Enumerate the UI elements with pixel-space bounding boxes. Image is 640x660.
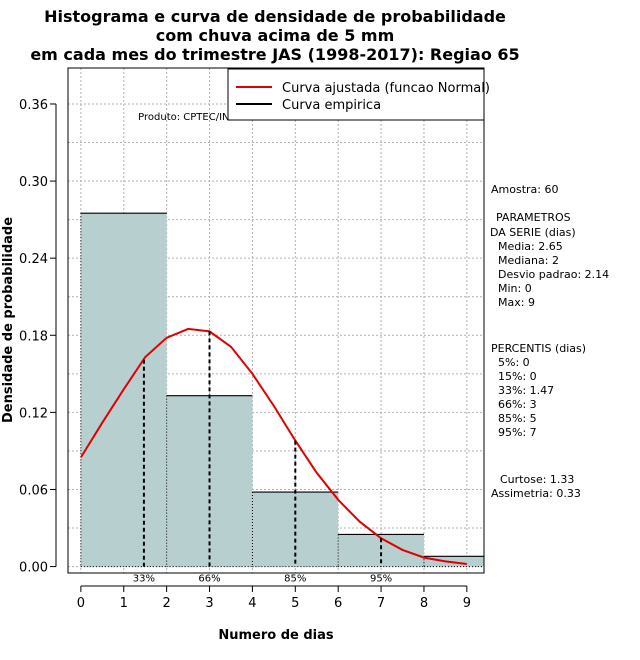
percentile-label-33: 33% xyxy=(133,574,155,585)
sample-size: Amostra: 60 xyxy=(491,183,558,196)
y-tick-label-6: 0.36 xyxy=(19,98,48,113)
x-tick-label-7: 7 xyxy=(377,596,385,611)
stat-max: Max: 9 xyxy=(498,296,535,309)
x-tick-label-6: 6 xyxy=(334,596,342,611)
params-title-1: PARAMETROS xyxy=(496,211,571,224)
stat-desvio: Desvio padrao: 2.14 xyxy=(498,268,609,281)
fitted-normal-curve xyxy=(80,327,467,565)
legend-box xyxy=(227,68,485,121)
x-tick-label-0: 0 xyxy=(77,596,85,611)
percentile-label-66: 66% xyxy=(198,574,220,585)
x-tick-label-8: 8 xyxy=(420,596,428,611)
fitted-curve xyxy=(80,327,467,565)
title-line-2: com chuva acima de 5 mm xyxy=(156,26,395,45)
legend-label-empirical: Curva empirica xyxy=(282,98,381,113)
pct-33: 33%: 1.47 xyxy=(498,384,554,397)
legend: Curva ajustada (funcao Normal) Curva emp… xyxy=(227,68,490,121)
x-axis: 0 1 2 3 4 5 6 7 8 9 xyxy=(77,585,471,611)
pct-85: 85%: 5 xyxy=(498,412,537,425)
source-note: Produto: CPTEC/INPE xyxy=(138,112,242,123)
percentile-markers: 33% 66% 85% 95% xyxy=(133,331,392,585)
pct-95: 95%: 7 xyxy=(498,426,537,439)
x-axis-label: Numero de dias xyxy=(218,628,334,643)
chart-title: Histograma e curva de densidade de proba… xyxy=(30,7,519,64)
stats-panel: Amostra: 60 PARAMETROS DA SERIE (dias) M… xyxy=(490,183,609,500)
pct-66: 66%: 3 xyxy=(498,398,537,411)
stat-curtose: Curtose: 1.33 xyxy=(500,473,574,486)
y-tick-label-0: 0.00 xyxy=(19,561,48,576)
y-tick-label-2: 0.12 xyxy=(19,406,48,421)
y-tick-label-4: 0.24 xyxy=(19,252,48,267)
pct-15: 15%: 0 xyxy=(498,370,537,383)
y-axis: 0.00 0.06 0.12 0.18 0.24 0.30 0.36 xyxy=(19,98,57,576)
y-tick-label-1: 0.06 xyxy=(19,483,48,498)
stat-assimetria: Assimetria: 0.33 xyxy=(491,487,581,500)
stat-media: Media: 2.65 xyxy=(498,240,563,253)
legend-label-fitted: Curva ajustada (funcao Normal) xyxy=(282,81,490,96)
x-tick-label-1: 1 xyxy=(120,596,128,611)
y-tick-label-3: 0.18 xyxy=(19,329,48,344)
x-tick-label-9: 9 xyxy=(463,596,471,611)
y-axis-label: Densidade de probabilidade xyxy=(1,217,16,423)
title-line-1: Histograma e curva de densidade de proba… xyxy=(44,7,506,26)
title-line-3: em cada mes do trimestre JAS (1998-2017)… xyxy=(30,45,519,64)
percentile-label-85: 85% xyxy=(284,574,306,585)
percentiles-title: PERCENTIS (dias) xyxy=(491,342,586,355)
y-tick-label-5: 0.30 xyxy=(19,175,48,190)
x-tick-label-2: 2 xyxy=(162,596,170,611)
plot-frame xyxy=(67,67,485,574)
x-tick-label-5: 5 xyxy=(291,596,299,611)
pct-5: 5%: 0 xyxy=(498,356,530,369)
x-tick-label-3: 3 xyxy=(205,596,213,611)
stat-mediana: Mediana: 2 xyxy=(498,254,559,267)
params-title-2: DA SERIE (dias) xyxy=(490,226,576,239)
x-tick-label-4: 4 xyxy=(248,596,256,611)
stat-min: Min: 0 xyxy=(498,282,532,295)
percentile-label-95: 95% xyxy=(370,574,392,585)
